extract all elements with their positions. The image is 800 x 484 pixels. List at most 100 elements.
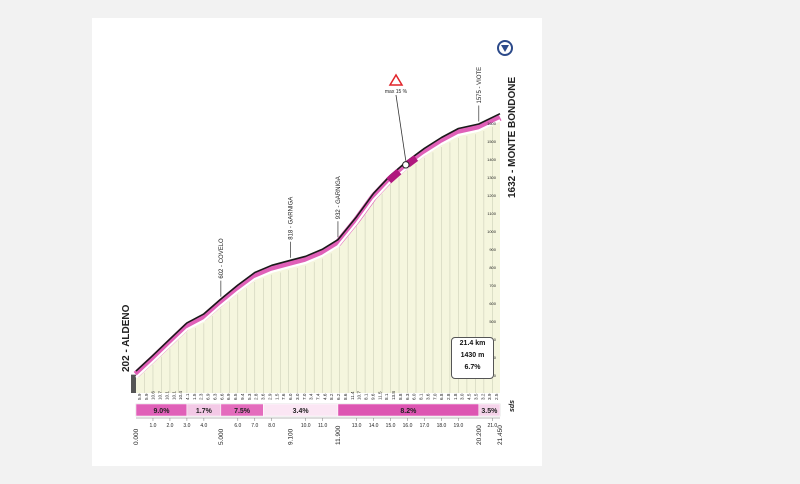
key-km-label: 11.900 bbox=[335, 425, 342, 445]
slope-value: 2.8 bbox=[254, 393, 259, 400]
slope-value: 11.5 bbox=[377, 391, 382, 400]
slope-value: 6.9 bbox=[206, 393, 211, 400]
y-tick-label: 1200 bbox=[487, 193, 497, 198]
max-gradient-label: max 15 % bbox=[385, 89, 408, 95]
x-tick-label: 19.0 bbox=[454, 423, 464, 429]
slope-value: 2.9 bbox=[267, 393, 272, 400]
key-km-label: 21.450 bbox=[497, 425, 504, 445]
slope-value: 2.8 bbox=[446, 393, 451, 400]
slope-value: 10.7 bbox=[357, 391, 362, 400]
gradient-label: 3.4% bbox=[293, 408, 310, 415]
slope-value: 8.1 bbox=[364, 393, 369, 400]
slope-value: 10.4 bbox=[178, 391, 183, 400]
slope-value: 3.6 bbox=[261, 393, 266, 400]
summary-avg-gradient: 6.7% bbox=[464, 364, 481, 371]
slope-value: 5.3 bbox=[247, 393, 252, 400]
slope-value: 4.1 bbox=[185, 393, 190, 400]
slope-value: 11.4 bbox=[350, 391, 355, 400]
x-tick-label: 17.0 bbox=[420, 423, 430, 429]
key-km-label: 20.200 bbox=[476, 425, 483, 445]
key-km-label: 9.100 bbox=[287, 428, 294, 445]
summary-gain: 1430 m bbox=[460, 352, 485, 359]
x-tick-label: 10.0 bbox=[301, 423, 311, 429]
gradient-label: 3.5% bbox=[481, 408, 498, 415]
slope-value: 4.5 bbox=[467, 393, 472, 400]
slope-value: 5.9 bbox=[144, 393, 149, 400]
slope-value: 6.8 bbox=[439, 393, 444, 400]
gradient-label: 8.2% bbox=[400, 408, 417, 415]
y-tick-label: 900 bbox=[489, 247, 496, 252]
slope-value: 6.6 bbox=[219, 393, 224, 400]
slope-value: 2.5 bbox=[494, 393, 499, 400]
brand-logo: sds bbox=[509, 400, 516, 412]
slope-value: 3.4 bbox=[309, 393, 314, 400]
y-tick-label: 500 bbox=[489, 319, 496, 324]
slope-value: 7.4 bbox=[316, 393, 321, 400]
profile-outline bbox=[135, 112, 501, 372]
x-tick-label: 15.0 bbox=[386, 423, 396, 429]
summary-distance: 21.4 km bbox=[459, 340, 486, 347]
slope-value: 1.5 bbox=[192, 393, 197, 400]
x-tick-label: 2.0 bbox=[166, 423, 173, 429]
finish-icon bbox=[497, 40, 513, 56]
start-wall bbox=[131, 374, 136, 393]
max-gradient-icon: max 15 % bbox=[385, 73, 408, 95]
y-tick-label: 1000 bbox=[487, 229, 497, 234]
slope-value: 7.0 bbox=[302, 393, 307, 400]
slope-value: 4.6 bbox=[322, 393, 327, 400]
x-tick-label: 18.0 bbox=[437, 423, 447, 429]
waypoint-label: 602 - COVELO bbox=[219, 238, 225, 279]
slope-value: 2.3 bbox=[199, 393, 204, 400]
slope-value: 3.6 bbox=[425, 393, 430, 400]
x-tick-label: 16.0 bbox=[403, 423, 413, 429]
x-tick-label: 13.0 bbox=[352, 423, 362, 429]
steep-section bbox=[386, 168, 402, 184]
x-tick-label: 8.0 bbox=[268, 423, 275, 429]
key-km-label: 5.000 bbox=[218, 428, 225, 445]
slope-value: 5.9 bbox=[137, 393, 142, 400]
waypoint-label: 932 - GARNIGA bbox=[336, 176, 342, 219]
finish-label: 1632 - MONTE BONDONE bbox=[507, 77, 518, 198]
profile-ribbon-highlight bbox=[135, 119, 501, 379]
x-tick-label: 7.0 bbox=[251, 423, 258, 429]
slope-value: 3.0 bbox=[460, 393, 465, 400]
max-gradient-leader bbox=[395, 94, 407, 161]
slope-value: 6.3 bbox=[213, 393, 218, 400]
slope-value: 6.3 bbox=[405, 393, 410, 400]
slope-value: 10.1 bbox=[171, 391, 176, 400]
slope-value: 8.1 bbox=[384, 393, 389, 400]
waypoint-label: 818 - GARNIGA bbox=[288, 197, 294, 240]
slope-value: 3.9 bbox=[487, 393, 492, 400]
slope-value: 6.0 bbox=[288, 393, 293, 400]
slope-value: 3.5 bbox=[474, 393, 479, 400]
slope-value: 13.8 bbox=[391, 391, 396, 400]
y-tick-label: 1400 bbox=[487, 157, 497, 162]
y-tick-label: 700 bbox=[489, 283, 496, 288]
slope-value: 10.6 bbox=[151, 391, 156, 400]
slope-value: 9.6 bbox=[370, 393, 375, 400]
slope-value: 7.6 bbox=[281, 393, 286, 400]
slope-value: 10.1 bbox=[164, 391, 169, 400]
x-tick-label: 11.0 bbox=[318, 423, 328, 429]
y-tick-label: 1500 bbox=[487, 139, 497, 144]
y-tick-label: 1600 bbox=[487, 121, 497, 126]
x-tick-label: 3.0 bbox=[183, 423, 190, 429]
gradient-label: 1.7% bbox=[196, 408, 213, 415]
gradient-segment bbox=[478, 403, 501, 417]
x-tick-label: 1.0 bbox=[149, 423, 156, 429]
stage-summary-box: 21.4 km 1430 m 6.7% bbox=[451, 337, 494, 379]
slope-value: 9.4 bbox=[240, 393, 245, 400]
slope-value: 7.0 bbox=[432, 393, 437, 400]
y-tick-label: 1300 bbox=[487, 175, 497, 180]
slope-value: 6.2 bbox=[336, 393, 341, 400]
x-tick-label: 14.0 bbox=[369, 423, 379, 429]
profile-ribbon bbox=[133, 114, 502, 378]
key-km-label: 0.000 bbox=[133, 428, 140, 445]
gradient-label: 9.0% bbox=[153, 408, 170, 415]
slope-value: 6.9 bbox=[226, 393, 231, 400]
slope-value: 6.0 bbox=[412, 393, 417, 400]
slope-value: 6.5 bbox=[233, 393, 238, 400]
y-tick-label: 800 bbox=[489, 265, 496, 270]
slope-value: 8.1 bbox=[419, 393, 424, 400]
max-gradient-marker bbox=[402, 161, 410, 169]
